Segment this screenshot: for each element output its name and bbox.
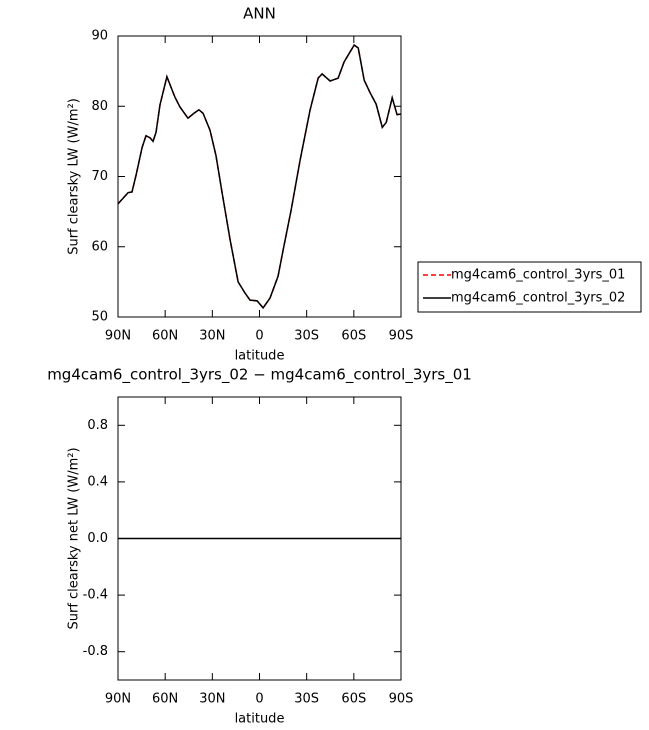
chart-title: mg4cam6_control_3yrs_02 − mg4cam6_contro…: [47, 366, 472, 385]
x-tick-label: 60S: [341, 329, 366, 344]
x-tick-label: 30S: [294, 329, 319, 344]
y-tick-label: 0.0: [87, 531, 108, 546]
x-tick-label: 0: [255, 692, 263, 707]
chart-title: ANN: [243, 5, 276, 23]
legend-label: mg4cam6_control_3yrs_02: [451, 291, 625, 306]
x-axis-label: latitude: [235, 712, 285, 727]
y-tick-label: 50: [91, 310, 108, 325]
x-tick-label: 90S: [389, 329, 414, 344]
y-axis-label: Surf clearsky LW (W/m²): [67, 98, 82, 255]
x-tick-label: 60N: [152, 692, 178, 707]
series-line: [117, 44, 402, 310]
y-tick-label: -0.8: [83, 644, 108, 659]
y-tick-label: 0.4: [87, 474, 108, 489]
x-tick-label: 30S: [294, 692, 319, 707]
y-tick-label: 0.8: [87, 418, 108, 433]
x-tick-label: 90N: [105, 692, 131, 707]
x-axis-label: latitude: [235, 349, 285, 364]
series-line: [117, 44, 402, 310]
plot-frame: [117, 35, 402, 318]
x-tick-label: 30N: [199, 329, 225, 344]
x-tick-label: 90S: [389, 692, 414, 707]
y-tick-label: 80: [91, 99, 108, 114]
x-tick-label: 90N: [105, 329, 131, 344]
y-tick-label: -0.4: [83, 588, 108, 603]
y-tick-label: 60: [91, 239, 108, 254]
y-tick-label: 70: [91, 169, 108, 184]
legend-label: mg4cam6_control_3yrs_01: [451, 268, 625, 283]
y-axis-label: Surf clearsky net LW (W/m²): [67, 447, 82, 629]
y-tick-label: 90: [91, 29, 108, 44]
x-tick-label: 0: [255, 329, 263, 344]
x-tick-label: 30N: [199, 692, 225, 707]
legend-box: [417, 261, 642, 313]
x-tick-label: 60S: [341, 692, 366, 707]
x-tick-label: 60N: [152, 329, 178, 344]
